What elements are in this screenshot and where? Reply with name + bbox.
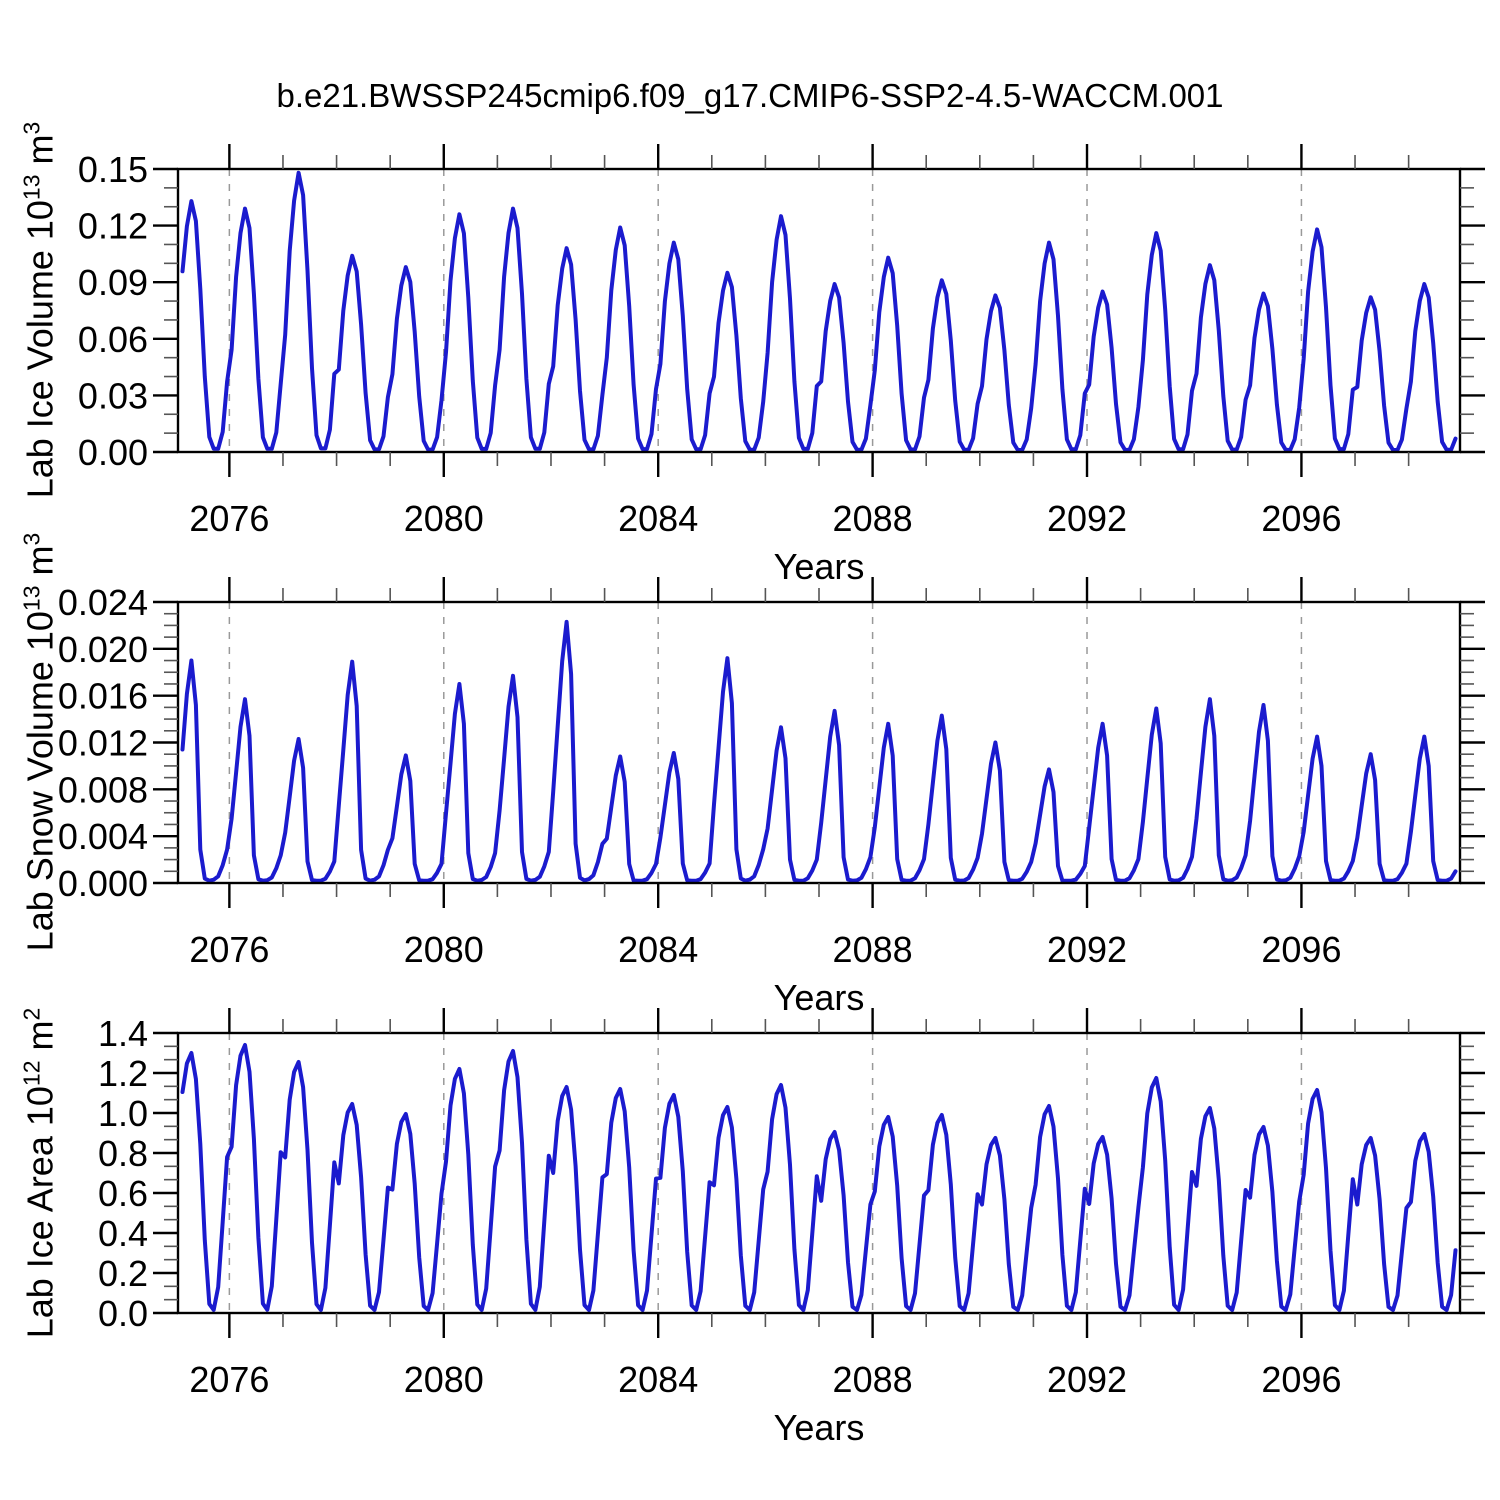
series-line-lab-snow-volume: [180, 619, 1458, 883]
y-tick-label: 0.03: [78, 375, 148, 416]
y-tick-label: 1.0: [98, 1093, 148, 1134]
y-tick-label: 0.012: [58, 723, 148, 764]
x-tick-label: 2088: [833, 1359, 913, 1400]
y-axis-label-unit-exponent: 2: [18, 1007, 45, 1021]
series-line-lab-ice-volume: [180, 170, 1458, 452]
y-tick-label: 0.8: [98, 1133, 148, 1174]
y-tick-label: 0.0: [98, 1293, 148, 1334]
y-tick-label: 1.4: [98, 1013, 148, 1054]
x-tick-label: 2080: [404, 929, 484, 970]
x-tick-label: 2096: [1261, 498, 1341, 539]
y-axis-label-unit: m: [19, 545, 61, 586]
panel-lab-ice-area: 0.00.20.40.60.81.01.21.4 2076 2080 2084 2088…: [98, 1008, 1485, 1400]
x-tick-label: 2096: [1261, 1359, 1341, 1400]
y-tick-label: 0.12: [78, 206, 148, 247]
x-tick-label: 2084: [618, 1359, 698, 1400]
x-axis-title-panel-1: Years: [773, 546, 865, 587]
y-tick-label: 0.004: [58, 816, 148, 857]
y-axis-label-unit-exponent: 3: [18, 121, 45, 135]
figure-title: b.e21.BWSSP245cmip6.f09_g17.CMIP6-SSP2-4…: [276, 77, 1224, 114]
x-tick-label: 2080: [404, 1359, 484, 1400]
y-tick-label: 0.2: [98, 1253, 148, 1294]
y-tick-label: 0.15: [78, 149, 148, 190]
y-axis-label-exponent: 12: [18, 1060, 45, 1087]
y-tick-label: 0.020: [58, 629, 148, 670]
x-axis-title-panel-2: Years: [773, 977, 865, 1018]
y-tick-label: 0.06: [78, 319, 148, 360]
y-axis-label-ice-volume: Lab Ice Volume 1013 m3: [19, 122, 62, 499]
y-tick-label: 0.016: [58, 676, 148, 717]
y-axis-label-ice-area: Lab Ice Area 1012 m2: [19, 1008, 62, 1339]
y-tick-label: 1.2: [98, 1053, 148, 1094]
y-tick-label: 0.6: [98, 1173, 148, 1214]
x-tick-label: 2076: [189, 929, 269, 970]
y-tick-label: 0.024: [58, 582, 148, 623]
y-axis-label-unit: m: [19, 1020, 61, 1061]
x-tick-label: 2084: [618, 929, 698, 970]
x-tick-label: 2092: [1047, 1359, 1127, 1400]
x-tick-label: 2080: [404, 498, 484, 539]
y-tick-label: 0.008: [58, 769, 148, 810]
x-tick-label: 2088: [833, 498, 913, 539]
x-axis-title-panel-3: Years: [773, 1407, 865, 1448]
y-tick-label: 0.00: [78, 432, 148, 473]
plot-border: [176, 1031, 1462, 1315]
x-tick-label: 2076: [189, 498, 269, 539]
panel-lab-ice-volume: 0.00 0.03 0.06 0.09 0.12 0.15 2076 2080 2084 2088…: [78, 144, 1485, 539]
x-tick-label: 2076: [189, 1359, 269, 1400]
panel-lab-snow-volume: 0.000 0.004 0.008 0.012 0.016 0.020 0.024 2076 2…: [58, 577, 1485, 970]
y-axis-label-text: Lab Ice Area 10: [19, 1086, 61, 1339]
series-line-lab-ice-area: [180, 1043, 1458, 1312]
y-axis-label-text: Lab Ice Volume 10: [19, 200, 61, 499]
y-tick-label: 0.000: [58, 863, 148, 904]
y-axis-label-text: Lab Snow Volume 10: [19, 611, 61, 952]
x-tick-label: 2084: [618, 498, 698, 539]
y-tick-label: 0.09: [78, 262, 148, 303]
y-axis-label-exponent: 13: [18, 585, 45, 612]
x-tick-label: 2096: [1261, 929, 1341, 970]
y-tick-label: 0.4: [98, 1213, 148, 1254]
y-axis-label-snow-volume: Lab Snow Volume 1013 m3: [19, 533, 62, 952]
y-axis-label-exponent: 13: [18, 174, 45, 201]
x-tick-label: 2092: [1047, 929, 1127, 970]
x-tick-label: 2088: [833, 929, 913, 970]
y-axis-label-unit: m: [19, 134, 61, 175]
x-tick-label: 2092: [1047, 498, 1127, 539]
y-axis-label-unit-exponent: 3: [18, 532, 45, 546]
